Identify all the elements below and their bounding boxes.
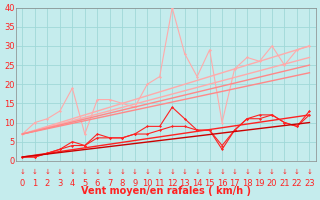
Text: ↓: ↓ — [32, 169, 38, 175]
Text: ↓: ↓ — [307, 169, 312, 175]
Text: 12: 12 — [167, 179, 177, 188]
Text: ↓: ↓ — [194, 169, 200, 175]
Text: 5: 5 — [82, 179, 87, 188]
Text: ↓: ↓ — [57, 169, 63, 175]
Text: ↓: ↓ — [69, 169, 75, 175]
Text: 19: 19 — [254, 179, 265, 188]
Text: 11: 11 — [155, 179, 165, 188]
Text: 8: 8 — [120, 179, 125, 188]
Text: 13: 13 — [179, 179, 190, 188]
Text: ↓: ↓ — [282, 169, 287, 175]
Text: 21: 21 — [279, 179, 290, 188]
Text: ↓: ↓ — [257, 169, 262, 175]
Text: 4: 4 — [70, 179, 75, 188]
Text: ↓: ↓ — [20, 169, 25, 175]
Text: ↓: ↓ — [169, 169, 175, 175]
Text: ↓: ↓ — [269, 169, 275, 175]
Text: ↓: ↓ — [44, 169, 50, 175]
Text: 16: 16 — [217, 179, 228, 188]
Text: 22: 22 — [292, 179, 302, 188]
Text: ↓: ↓ — [244, 169, 250, 175]
Text: 23: 23 — [304, 179, 315, 188]
Text: 17: 17 — [229, 179, 240, 188]
Text: ↓: ↓ — [219, 169, 225, 175]
Text: 2: 2 — [45, 179, 50, 188]
Text: ↓: ↓ — [119, 169, 125, 175]
Text: 1: 1 — [32, 179, 37, 188]
Text: 20: 20 — [267, 179, 277, 188]
Text: ↓: ↓ — [82, 169, 88, 175]
Text: ↓: ↓ — [232, 169, 237, 175]
Text: 6: 6 — [95, 179, 100, 188]
Text: 15: 15 — [204, 179, 215, 188]
Text: ↓: ↓ — [107, 169, 113, 175]
Text: 10: 10 — [142, 179, 152, 188]
Text: 7: 7 — [107, 179, 112, 188]
X-axis label: Vent moyen/en rafales ( km/h ): Vent moyen/en rafales ( km/h ) — [81, 186, 251, 196]
Text: 0: 0 — [20, 179, 25, 188]
Text: ↓: ↓ — [132, 169, 138, 175]
Text: 14: 14 — [192, 179, 202, 188]
Text: 3: 3 — [57, 179, 62, 188]
Text: ↓: ↓ — [157, 169, 163, 175]
Text: ↓: ↓ — [294, 169, 300, 175]
Text: ↓: ↓ — [182, 169, 188, 175]
Text: 9: 9 — [132, 179, 137, 188]
Text: 18: 18 — [242, 179, 252, 188]
Text: ↓: ↓ — [144, 169, 150, 175]
Text: ↓: ↓ — [207, 169, 212, 175]
Text: ↓: ↓ — [94, 169, 100, 175]
